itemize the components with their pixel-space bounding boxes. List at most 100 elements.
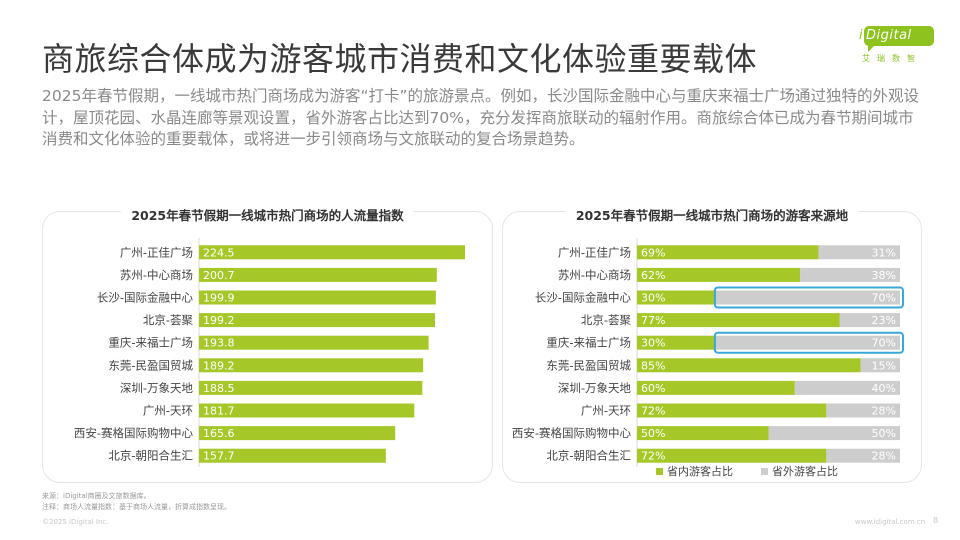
origin-bar-out-province xyxy=(800,267,900,282)
origin-in-province-label: 85% xyxy=(641,359,665,372)
footfall-category-label: 广州-正佳广场 xyxy=(120,245,193,259)
logo-brand-i: i xyxy=(859,28,863,43)
footfall-category-label: 西安-赛格国际购物中心 xyxy=(74,426,194,440)
footfall-value-label: 199.9 xyxy=(203,292,235,305)
origin-chart-title-wrap: 2025年春节假期一线城市热门商场的游客来源地 xyxy=(503,205,921,224)
origin-highlight-box xyxy=(713,331,904,354)
footfall-value-label: 157.7 xyxy=(203,450,235,463)
legend-swatch-out-province xyxy=(761,468,768,475)
footfall-value-label: 199.2 xyxy=(203,314,235,327)
origin-bar-out-province xyxy=(826,448,900,463)
logo-bubble-shape xyxy=(864,26,934,52)
legend-swatch-in-province xyxy=(656,468,663,475)
footfall-value-label: 224.5 xyxy=(203,246,235,259)
origin-out-province-label: 15% xyxy=(872,359,896,372)
footfall-category-label: 北京-荟聚 xyxy=(143,313,194,327)
footfall-bar xyxy=(199,380,423,395)
origin-bar-in-province xyxy=(637,403,827,418)
origin-category-label: 东莞-民盈国贸城 xyxy=(546,358,631,372)
origin-out-province-label: 38% xyxy=(872,269,896,282)
origin-in-province-label: 60% xyxy=(641,382,665,395)
footfall-bar xyxy=(199,313,436,328)
footfall-bar xyxy=(199,358,424,373)
page-title: 商旅综合体成为游客城市消费和文化体验重要载体 xyxy=(42,40,758,78)
footfall-category-label: 北京-朝阳合生汇 xyxy=(108,449,193,463)
origin-in-province-label: 50% xyxy=(641,427,665,440)
footfall-category-label: 长沙-国际金融中心 xyxy=(97,291,194,305)
origin-out-province-label: 70% xyxy=(872,292,896,305)
origin-bar-in-province xyxy=(637,267,801,282)
origin-category-label: 苏州-中心商场 xyxy=(558,268,631,282)
footfall-category-label: 重庆-来福士广场 xyxy=(108,336,193,350)
origin-bar-out-province xyxy=(826,403,900,418)
origin-bar-out-province xyxy=(768,426,900,441)
footfall-bar xyxy=(199,245,465,260)
footfall-category-label: 东莞-民盈国贸城 xyxy=(108,358,193,372)
footfall-bar xyxy=(199,290,436,305)
origin-bar-in-province xyxy=(637,335,716,350)
footfall-value-label: 188.5 xyxy=(203,382,235,395)
footfall-category-label: 广州-天环 xyxy=(143,404,193,418)
origin-bar-out-province xyxy=(839,313,900,328)
origin-bar-in-province xyxy=(637,358,861,373)
footfall-value-label: 193.8 xyxy=(203,337,235,350)
origin-category-label: 北京-朝阳合生汇 xyxy=(546,449,631,463)
website: www.idigital.com.cn xyxy=(855,518,926,526)
copyright: ©2025 iDigital Inc. xyxy=(42,518,109,526)
origin-bar-in-province xyxy=(637,245,819,260)
visitor-origin-chart-panel: 2025年春节假期一线城市热门商场的游客来源地 广州-正佳广场 69% 31% 苏州-… xyxy=(502,208,922,483)
footfall-bar xyxy=(199,426,396,441)
origin-bar-in-province xyxy=(637,380,795,395)
footfall-chart-title: 2025年春节假期一线城市热门商场的人流量指数 xyxy=(121,208,414,223)
footfall-chart-title-wrap: 2025年春节假期一线城市热门商场的人流量指数 xyxy=(43,205,492,224)
origin-bar-in-province xyxy=(637,313,840,328)
logo-subtitle: 艾瑞数智 xyxy=(862,54,922,63)
footfall-bar xyxy=(199,267,437,282)
origin-bar-out-province xyxy=(715,290,900,305)
origin-highlight-box xyxy=(713,286,904,309)
origin-category-label: 长沙-国际金融中心 xyxy=(535,291,632,305)
footfall-category-label: 深圳-万象天地 xyxy=(120,381,194,395)
origin-bar-out-province xyxy=(860,358,900,373)
legend-label-in-province: 省内游客占比 xyxy=(667,464,733,478)
footfall-chart-panel: 2025年春节假期一线城市热门商场的人流量指数 广州-正佳广场 224.5 苏州-中… xyxy=(42,208,493,483)
footfall-value-label: 200.7 xyxy=(203,269,235,282)
origin-bar-out-province xyxy=(715,335,900,350)
origin-in-province-label: 77% xyxy=(641,314,665,327)
idigital-logo: i Digital 艾瑞数智 xyxy=(858,22,938,68)
origin-chart-title: 2025年春节假期一线城市热门商场的游客来源地 xyxy=(565,208,859,223)
origin-out-province-label: 28% xyxy=(872,450,896,463)
origin-category-label: 广州-天环 xyxy=(581,404,631,418)
origin-in-province-label: 72% xyxy=(641,450,665,463)
origin-out-province-label: 70% xyxy=(872,337,896,350)
intro-paragraph: 2025年春节假期，一线城市热门商场成为游客“打卡”的旅游景点。例如，长沙国际金… xyxy=(42,87,920,148)
indicator-note: 注释：商场人流量指数：基于商场人流量，折算成指数呈现。 xyxy=(42,503,231,511)
origin-in-province-label: 30% xyxy=(641,337,665,350)
origin-out-province-label: 28% xyxy=(872,405,896,418)
origin-category-label: 重庆-来福士广场 xyxy=(546,336,631,350)
page-number: 8 xyxy=(933,516,939,525)
legend-label-out-province: 省外游客占比 xyxy=(772,464,838,478)
origin-bar-in-province xyxy=(637,426,769,441)
origin-bar-out-province xyxy=(818,245,900,260)
origin-bar-out-province xyxy=(794,380,900,395)
origin-bar-in-province xyxy=(637,448,827,463)
footfall-bar-chart: 广州-正佳广场 224.5 苏州-中心商场 200.7 长沙-国际金融中心 199.9 北京… xyxy=(74,238,465,467)
footfall-bar xyxy=(199,448,386,463)
origin-in-province-label: 69% xyxy=(641,246,665,259)
footfall-value-label: 189.2 xyxy=(203,359,235,372)
origin-in-province-label: 72% xyxy=(641,405,665,418)
origin-category-label: 西安-赛格国际购物中心 xyxy=(512,426,632,440)
origin-out-province-label: 31% xyxy=(872,246,896,259)
origin-category-label: 广州-正佳广场 xyxy=(558,245,631,259)
origin-out-province-label: 50% xyxy=(872,427,896,440)
logo-brand-text: Digital xyxy=(866,28,912,43)
origin-category-label: 北京-荟聚 xyxy=(581,313,632,327)
origin-in-province-label: 62% xyxy=(641,269,665,282)
footfall-value-label: 181.7 xyxy=(203,405,235,418)
origin-bar-in-province xyxy=(637,290,716,305)
origin-out-province-label: 23% xyxy=(872,314,896,327)
origin-category-label: 深圳-万象天地 xyxy=(558,381,632,395)
visitor-origin-stacked-bar-chart: 广州-正佳广场 69% 31% 苏州-中心商场 62% 38% 长沙-国际金融中心 30% 70… xyxy=(512,238,904,478)
origin-in-province-label: 30% xyxy=(641,292,665,305)
